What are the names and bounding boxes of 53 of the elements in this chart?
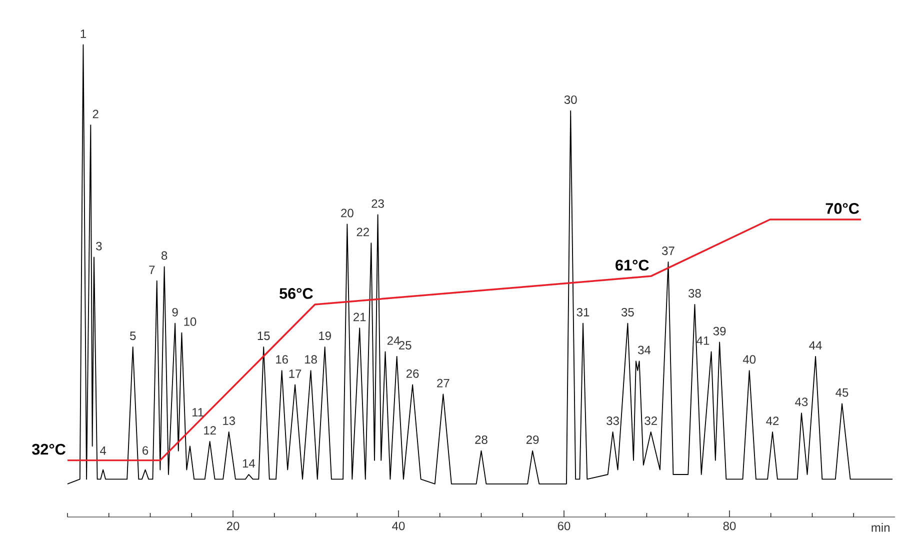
annotation: 21 (354, 312, 366, 322)
annotation: 2 (92, 110, 98, 118)
annotation: 25 (399, 341, 412, 350)
annotation: 40 (742, 355, 756, 364)
annotation: 32°C (32, 444, 66, 455)
annotation: 9 (172, 308, 178, 316)
x-tick-label: 80 (723, 522, 736, 530)
x-tick-label: 20 (226, 522, 240, 530)
annotation: 18 (305, 355, 317, 364)
annotation: 8 (162, 251, 168, 260)
annotation: 13 (223, 416, 236, 426)
annotation: 24 (387, 336, 400, 345)
annotation: 37 (662, 246, 674, 256)
annotation: 41 (696, 336, 710, 345)
annotation: 1 (80, 30, 86, 38)
annotation: 44 (809, 341, 822, 350)
annotation: 42 (766, 416, 779, 426)
annotation: 35 (621, 308, 634, 316)
annotation: 19 (319, 332, 331, 340)
annotation: 7 (149, 266, 155, 274)
annotation: 56°C (280, 288, 313, 299)
annotation: 15 (258, 332, 270, 340)
annotation: 6 (142, 446, 148, 455)
annotation: 32 (644, 416, 657, 426)
annotation: 31 (576, 308, 590, 316)
annotation: 61°C (616, 260, 649, 271)
annotation: 17 (289, 370, 302, 378)
x-tick-label: 60 (558, 522, 570, 530)
annotation: 38 (688, 289, 701, 298)
annotation: 33 (606, 416, 619, 426)
annotation: 26 (406, 369, 419, 378)
annotation: 43 (795, 398, 808, 406)
annotation: 29 (526, 435, 539, 444)
annotation: 14 (242, 459, 256, 468)
annotation: 12 (204, 426, 216, 434)
annotation: 70°C (826, 203, 860, 214)
annotation: 16 (276, 355, 288, 364)
annotation: 28 (475, 435, 488, 444)
annotation: 11 (192, 408, 204, 416)
annotation: 10 (184, 317, 196, 326)
annotation: 34 (638, 346, 651, 354)
annotation: 30 (564, 95, 577, 104)
annotation: 45 (836, 388, 848, 397)
annotation: 20 (341, 208, 354, 218)
annotation: 5 (130, 332, 136, 340)
annotation: 27 (437, 378, 450, 388)
annotation: 23 (372, 199, 384, 208)
x-axis-title: min (872, 523, 890, 532)
annotation: 4 (100, 446, 106, 455)
annotation: 3 (96, 242, 102, 250)
x-tick-label: 40 (392, 522, 405, 530)
annotation: 22 (356, 228, 369, 236)
annotation: 39 (713, 326, 726, 336)
